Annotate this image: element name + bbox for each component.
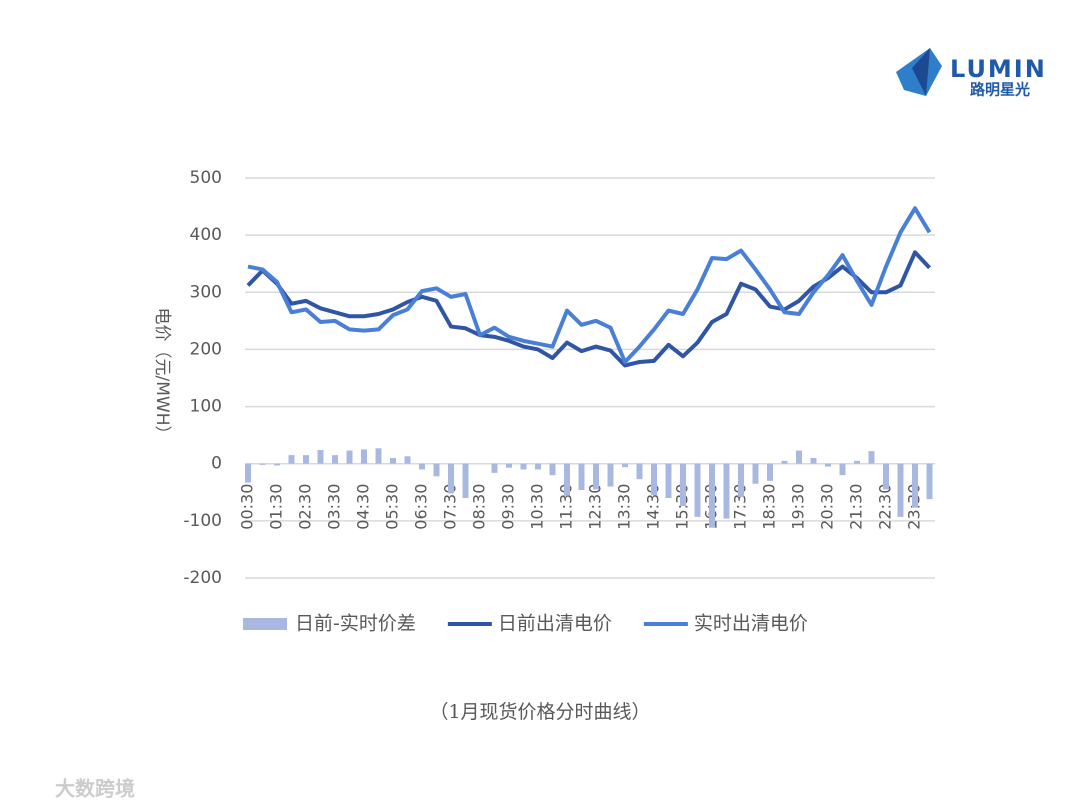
- bar: [694, 463, 701, 517]
- bar: [709, 463, 715, 528]
- bar: [854, 460, 860, 464]
- legend-label: 实时出清电价: [694, 613, 808, 635]
- bar: [738, 463, 744, 497]
- bar: [288, 455, 295, 464]
- x-tick-label: 21:30: [847, 484, 866, 530]
- logo-name: LUMIN: [950, 55, 1047, 83]
- bar: [245, 463, 251, 483]
- bar: [868, 451, 875, 464]
- y-tick-label: 500: [190, 168, 222, 188]
- bar: [781, 460, 788, 464]
- y-axis-title: 电价（元/MWH）: [152, 308, 172, 443]
- bar: [332, 455, 338, 464]
- bar: [433, 463, 440, 477]
- bar: [897, 463, 904, 517]
- legend-label: 日前出清电价: [498, 613, 612, 635]
- bar: [491, 463, 498, 473]
- bar: [926, 463, 933, 500]
- bar: [622, 463, 628, 468]
- x-tick-label: 17:30: [731, 484, 750, 530]
- bar: [665, 463, 672, 498]
- bar: [825, 463, 831, 467]
- legend-swatch: [243, 618, 287, 630]
- line: [246, 250, 931, 368]
- bar: [549, 463, 556, 476]
- bar: [317, 450, 324, 464]
- bar: [796, 450, 802, 464]
- bar: [883, 463, 889, 490]
- x-tick-label: 08:30: [470, 484, 489, 530]
- y-tick-label: 400: [190, 225, 222, 245]
- bar: [651, 463, 657, 496]
- bar: [535, 463, 541, 470]
- bar: [578, 463, 585, 490]
- x-tick-label: 07:30: [441, 484, 460, 530]
- bar: [259, 463, 266, 465]
- x-tick-label: 20:30: [818, 484, 837, 530]
- caption: （1月现货价格分时曲线）: [429, 701, 650, 723]
- watermark: 大数跨境: [55, 777, 135, 801]
- x-tick-label: 05:30: [383, 484, 402, 530]
- x-tick-label: 15:30: [673, 484, 692, 530]
- x-tick-label: 06:30: [412, 484, 431, 530]
- x-tick-label: 22:30: [876, 484, 895, 530]
- bar: [390, 458, 396, 464]
- logo-subtitle: 路明星光: [970, 81, 1030, 99]
- x-tick-label: 00:30: [238, 484, 257, 530]
- x-tick-label: 03:30: [325, 484, 344, 530]
- x-tick-label: 01:30: [267, 484, 286, 530]
- bar: [520, 463, 527, 470]
- y-tick-label: 0: [211, 454, 222, 474]
- x-tick-label: 12:30: [586, 484, 605, 530]
- y-tick-label: 300: [190, 282, 222, 302]
- bar: [593, 463, 599, 490]
- bar: [404, 456, 411, 464]
- x-tick-label: 14:30: [644, 484, 663, 530]
- bar: [723, 463, 730, 519]
- x-tick-label: 09:30: [499, 484, 518, 530]
- bar: [767, 463, 773, 481]
- bar: [810, 458, 817, 464]
- bar: [375, 448, 382, 464]
- x-tick-label: 18:30: [760, 484, 779, 530]
- y-tick-label: 100: [190, 397, 222, 417]
- x-tick-label: 13:30: [615, 484, 634, 530]
- bar: [448, 463, 454, 494]
- legend-label: 日前-实时价差: [295, 613, 416, 635]
- x-tick-label: 10:30: [528, 484, 547, 530]
- bar: [636, 463, 643, 480]
- bar: [680, 463, 686, 506]
- x-tick-label: 02:30: [296, 484, 315, 530]
- bar: [346, 450, 353, 464]
- x-tick-label: 04:30: [354, 484, 373, 530]
- bar: [462, 463, 469, 498]
- plot: -200 -100 0 100 200 300 400 500 00:30 01:30 02:30 0…: [183, 168, 935, 635]
- bar: [752, 463, 759, 484]
- logo-mark: [912, 48, 930, 96]
- bar: [912, 463, 918, 508]
- y-tick-label: -200: [183, 568, 222, 588]
- line: [247, 206, 932, 364]
- bar: [564, 463, 570, 496]
- y-tick-label: 200: [190, 339, 222, 359]
- x-tick-label: 19:30: [789, 484, 808, 530]
- bar: [361, 449, 367, 464]
- logo: LUMIN 路明星光: [896, 48, 1047, 99]
- bar: [607, 463, 614, 487]
- bar: [419, 463, 425, 470]
- bar: [303, 455, 309, 464]
- y-tick-label: -100: [183, 511, 222, 531]
- bar: [274, 463, 280, 466]
- bar: [839, 463, 846, 476]
- bar: [506, 463, 512, 468]
- x-tick-label: 11:30: [557, 484, 576, 530]
